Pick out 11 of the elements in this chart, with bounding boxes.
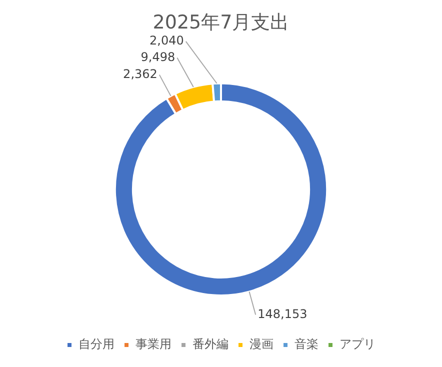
legend-label: 事業用 <box>136 337 172 352</box>
data-label: 9,498 <box>140 50 176 64</box>
legend-label: 音楽 <box>294 337 318 352</box>
legend-label: アプリ <box>340 337 376 352</box>
legend-label: 自分用 <box>78 337 114 352</box>
data-label: 2,362 <box>123 66 158 81</box>
data-label: 2,040 <box>150 34 184 48</box>
data-label: 148,153 <box>258 306 308 321</box>
legend-label: 漫画 <box>250 337 274 352</box>
legend-label: 番外編 <box>192 337 228 352</box>
chart-title: 2025年7月支出 <box>152 11 290 34</box>
